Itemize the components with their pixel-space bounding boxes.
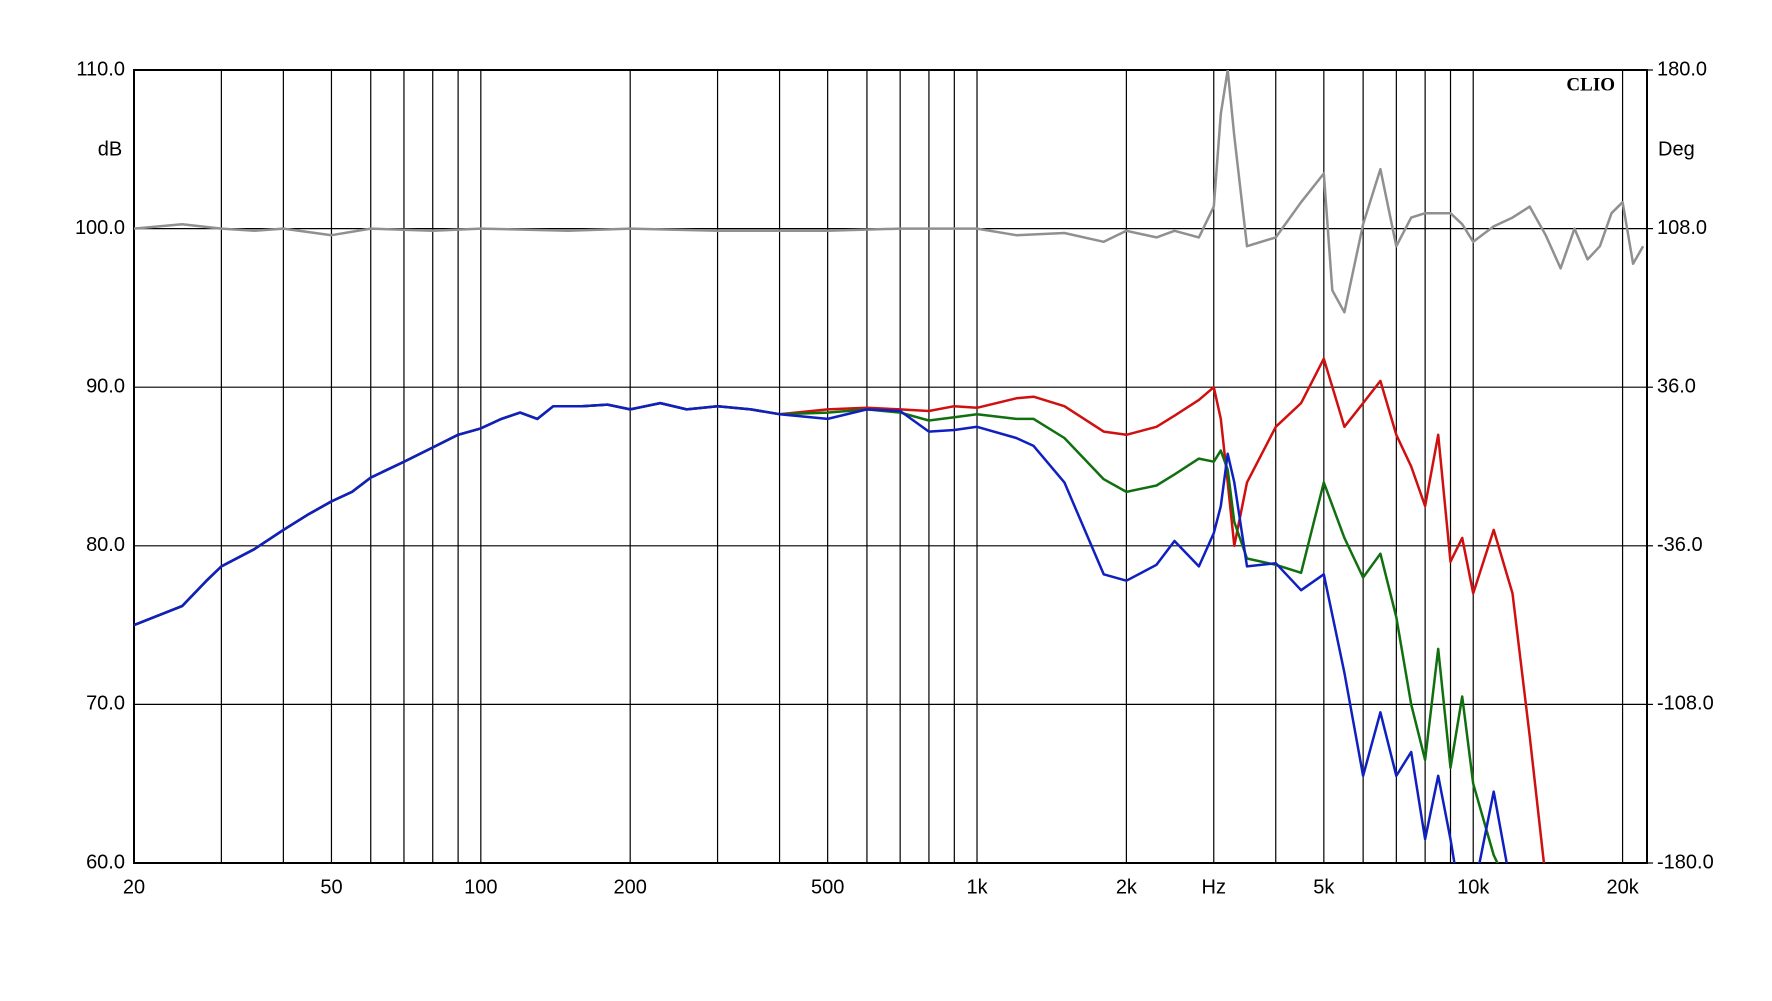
x-tick-label: 50 bbox=[320, 876, 342, 898]
series-group bbox=[134, 70, 1645, 863]
plot-frame bbox=[133, 69, 1648, 864]
y-tick-label: 110.0 bbox=[76, 58, 125, 80]
series-line bbox=[134, 401, 1508, 863]
brand: CLIO bbox=[1566, 74, 1615, 95]
y-tick-label: 80.0 bbox=[86, 534, 125, 556]
y-tick-label: 70.0 bbox=[86, 693, 125, 715]
x-tick-label: 200 bbox=[614, 876, 647, 898]
y2-tick-label: -180.0 bbox=[1657, 851, 1714, 873]
x-tick-label: 10k bbox=[1457, 876, 1490, 898]
grid bbox=[133, 69, 1647, 864]
y2-tick-label: 36.0 bbox=[1657, 375, 1696, 397]
x-tick-label: 100 bbox=[464, 876, 497, 898]
y-tick-label: 60.0 bbox=[86, 851, 125, 873]
x-tick-label: 1k bbox=[966, 876, 988, 898]
y2-tick-label: 180.0 bbox=[1657, 58, 1707, 80]
x-tick-label: 5k bbox=[1313, 876, 1335, 898]
y-tick-label: 100.0 bbox=[75, 217, 125, 239]
y2-tick-label: -36.0 bbox=[1657, 534, 1703, 556]
x-tick-label: 20 bbox=[123, 876, 145, 898]
y-tick-label: 90.0 bbox=[86, 375, 125, 397]
y2-tick-label: -108.0 bbox=[1657, 693, 1714, 715]
y2-tick-label: 108.0 bbox=[1657, 217, 1707, 239]
x-tick-label: 2k bbox=[1116, 876, 1138, 898]
series-line bbox=[134, 70, 1645, 314]
x-tick-label: 500 bbox=[811, 876, 844, 898]
x-tick-label: 20k bbox=[1606, 876, 1639, 898]
x-tick-label: Hz bbox=[1202, 876, 1226, 898]
y2-axis-label: Deg bbox=[1658, 138, 1695, 160]
y-axis-label: dB bbox=[98, 138, 122, 160]
